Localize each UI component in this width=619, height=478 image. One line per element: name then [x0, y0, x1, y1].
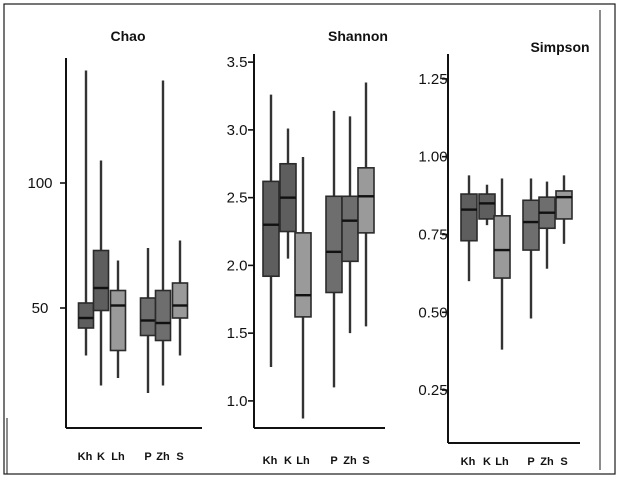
panel-body: 50 100 Kh K Lh P Zh S [27, 58, 202, 463]
y-tick-label: 3.5 [227, 54, 248, 71]
y-tick-label: 0.50 [418, 304, 447, 321]
y-tick-label: 100 [27, 175, 52, 192]
category-label: Kh [461, 456, 476, 468]
category-label: Zh [156, 451, 170, 463]
category-label: Kh [263, 455, 278, 467]
box [555, 190, 573, 220]
y-tick-label: 0.75 [418, 226, 447, 243]
y-tick-label: 2.5 [227, 190, 248, 207]
box [522, 199, 540, 251]
category-label: S [560, 456, 567, 468]
category-label: Lh [111, 451, 125, 463]
category-label: Zh [540, 456, 554, 468]
y-tick-label: 3.0 [227, 122, 248, 139]
box [341, 195, 359, 263]
category-label: Lh [296, 455, 310, 467]
panel-chao: Chao 50 100 Kh K Lh P Zh S [27, 28, 202, 463]
category-label: K [284, 455, 292, 467]
box [294, 232, 312, 318]
figure-frame [3, 3, 616, 475]
category-label: K [97, 451, 105, 463]
box [262, 180, 280, 278]
y-tick-label: 1.00 [418, 149, 447, 166]
category-label: P [330, 455, 337, 467]
category-label: P [144, 451, 151, 463]
panel-body: 0.25 0.50 0.75 1.00 1.25 Kh K Lh P Zh S [418, 54, 580, 468]
category-label: Zh [343, 455, 357, 467]
category-label: S [176, 451, 183, 463]
box [357, 167, 375, 234]
box [171, 282, 189, 319]
box [92, 249, 110, 312]
y-tick-label: 1.25 [418, 71, 447, 88]
box [109, 289, 127, 352]
box [77, 302, 95, 329]
box [325, 195, 343, 294]
y-tick-label: 1.0 [227, 393, 248, 410]
category-label: Kh [78, 451, 93, 463]
panel-shannon: Shannon 1.0 1.5 2.0 2.5 3.0 3.5 Kh K Lh P Zh S [227, 28, 388, 467]
panel-title: Shannon [328, 28, 388, 44]
panel-body: 1.0 1.5 2.0 2.5 3.0 3.5 Kh K Lh P Zh S [227, 54, 385, 467]
box [493, 215, 511, 279]
y-tick-label: 50 [32, 300, 49, 317]
y-tick-label: 1.5 [227, 325, 248, 342]
panel-title: Chao [111, 28, 146, 44]
box [139, 297, 157, 337]
box [460, 193, 478, 242]
panel-simpson: Simpson 0.25 0.50 0.75 1.00 1.25 Kh K Lh P Zh S [418, 39, 589, 468]
y-tick-label: 0.25 [418, 382, 447, 399]
y-tick-label: 2.0 [227, 257, 248, 274]
category-label: S [362, 455, 369, 467]
panel-title: Simpson [530, 39, 589, 55]
category-label: P [527, 456, 534, 468]
category-label: K [483, 456, 491, 468]
box [478, 193, 496, 220]
category-label: Lh [495, 456, 509, 468]
box [154, 289, 172, 342]
